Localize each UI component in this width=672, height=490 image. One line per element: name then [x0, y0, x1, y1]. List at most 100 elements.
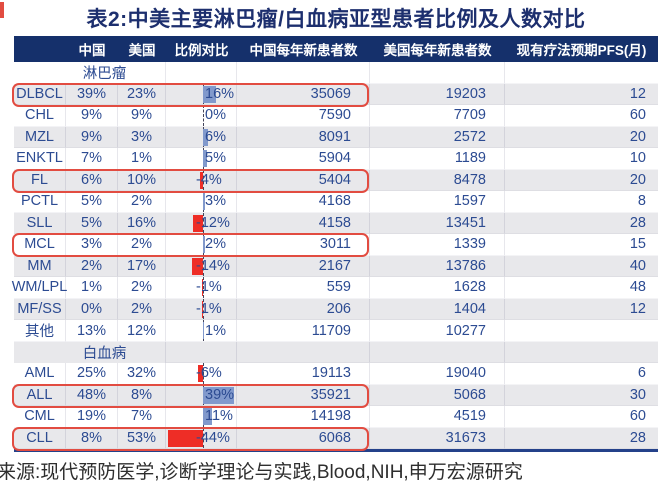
us-new-patients-cell: 13451 [370, 212, 505, 234]
table-row: CHL 9% 9% 0% 7590 7709 60 [14, 105, 658, 127]
ratio-diff-cell: 16% [166, 83, 237, 105]
ratio-diff-cell: 11% [166, 406, 237, 428]
china-new-patients-cell: 206 [237, 298, 370, 320]
subtype-cell: CML [14, 406, 66, 428]
china-pct-cell: 9% [66, 126, 118, 148]
subtype-cell: MM [14, 255, 66, 277]
subtype-cell: WM/LPL [12, 277, 67, 299]
section-spacer-cell [370, 341, 505, 363]
positive-diff-bar [203, 322, 204, 339]
ratio-diff-value: -12% [196, 214, 230, 231]
table-row: MZL 9% 3% 6% 8091 2572 20 [14, 126, 658, 148]
china-new-patients-cell: 559 [237, 277, 370, 299]
china-new-patients-cell: 35069 [237, 83, 370, 105]
us-new-patients-cell: 1628 [370, 277, 505, 299]
us-pct-cell: 2% [118, 234, 166, 256]
china-new-patients-cell: 5404 [237, 169, 370, 191]
subtype-cell: DLBCL [14, 83, 66, 105]
us-pct-cell: 2% [118, 191, 166, 213]
subtype-cell: MCL [14, 234, 66, 256]
us-new-patients-cell: 8478 [370, 169, 505, 191]
us-pct-cell: 3% [118, 126, 166, 148]
us-pct-cell: 1% [118, 148, 166, 170]
table-row: 其他 13% 12% 1% 11709 10277 [14, 320, 658, 342]
us-pct-cell: 2% [118, 277, 166, 299]
section-row: 白血病 [14, 341, 658, 363]
ratio-diff-cell: 1% [166, 320, 237, 342]
subtype-cell: PCTL [14, 191, 66, 213]
china-pct-cell: 25% [66, 363, 118, 385]
negative-diff-bar [198, 365, 203, 382]
ratio-diff-value: 5% [205, 150, 226, 167]
page-title: 表2:中美主要淋巴瘤/白血病亚型患者比例及人数对比 [86, 8, 586, 31]
china-new-patients-cell: 7590 [237, 105, 370, 127]
china-pct-cell: 2% [66, 255, 118, 277]
subtype-cell: ALL [14, 384, 66, 406]
header-china: 中国 [78, 43, 106, 58]
china-pct-cell: 7% [66, 148, 118, 170]
us-pct-cell: 10% [118, 169, 166, 191]
pfs-cell: 20 [505, 127, 658, 148]
subtype-cell: ENKTL [14, 148, 66, 170]
us-pct-cell: 12% [118, 320, 166, 342]
ratio-diff-cell: 0% [166, 105, 237, 127]
table-row: PCTL 5% 2% 3% 4168 1597 8 [14, 191, 658, 213]
china-new-patients-cell: 3011 [237, 234, 370, 256]
us-pct-cell: 17% [118, 255, 166, 277]
ratio-diff-cell: 3% [166, 191, 237, 213]
china-pct-cell: 5% [66, 212, 118, 234]
china-new-patients-cell: 5904 [237, 148, 370, 170]
negative-diff-bar [202, 300, 203, 318]
ratio-diff-value: -14% [196, 257, 230, 274]
table-row: CLL 8% 53% -44% 6068 31673 28 [14, 427, 658, 449]
ratio-diff-value: 3% [205, 193, 226, 210]
ratio-diff-cell: -1% [166, 298, 237, 320]
table-row: FL 6% 10% -4% 5404 8478 20 [14, 169, 658, 191]
negative-diff-bar [191, 257, 203, 275]
table-row: WM/LPL 1% 2% -1% 559 1628 48 [12, 277, 658, 299]
ratio-diff-cell: 39% [166, 384, 237, 406]
subtype-cell: CHL [14, 105, 66, 127]
section-spacer-cell [166, 341, 237, 363]
us-new-patients-cell: 19040 [370, 363, 505, 385]
subtype-cell: SLL [14, 212, 66, 234]
china-new-patients-cell: 2167 [237, 255, 370, 277]
negative-diff-bar [193, 214, 203, 232]
ratio-diff-value: 6% [205, 128, 226, 145]
positive-diff-bar [203, 408, 212, 425]
ratio-diff-value: 1% [205, 322, 226, 339]
china-pct-cell: 6% [66, 169, 118, 191]
section-label: 白血病 [14, 341, 166, 363]
us-new-patients-cell: 1339 [370, 234, 505, 256]
negative-diff-bar [202, 279, 203, 296]
ratio-diff-cell: -4% [166, 169, 237, 191]
table-body: 淋巴瘤 DLBCL 39% 23% 16% 35069 19203 12 CHL 9% 9% 0% 75… [12, 62, 658, 449]
pfs-cell: 12 [505, 84, 658, 105]
ratio-diff-value: 0% [205, 107, 226, 124]
ratio-diff-value: -44% [196, 429, 230, 446]
us-new-patients-cell: 19203 [370, 83, 505, 105]
section-row: 淋巴瘤 [14, 62, 658, 84]
ratio-diff-cell: -1% [166, 277, 237, 299]
positive-diff-bar [203, 193, 206, 210]
us-new-patients-cell: 2572 [370, 126, 505, 148]
table-row: DLBCL 39% 23% 16% 35069 19203 12 [14, 83, 658, 105]
table-row: MCL 3% 2% 2% 3011 1339 15 [14, 234, 658, 256]
us-new-patients-cell: 4519 [370, 406, 505, 428]
section-spacer-cell [505, 342, 658, 363]
table-row: SLL 5% 16% -12% 4158 13451 28 [14, 212, 658, 234]
china-pct-cell: 0% [66, 298, 118, 320]
china-new-patients-cell: 8091 [237, 126, 370, 148]
china-new-patients-cell: 6068 [237, 427, 370, 449]
china-pct-cell: 1% [66, 277, 118, 299]
section-spacer-cell [505, 62, 658, 84]
us-pct-cell: 32% [118, 363, 166, 385]
ratio-diff-value: -1% [196, 279, 222, 296]
section-spacer-cell [166, 62, 237, 84]
pfs-cell [505, 320, 658, 342]
china-new-patients-cell: 35921 [237, 384, 370, 406]
ratio-diff-cell: -6% [166, 363, 237, 385]
us-new-patients-cell: 1597 [370, 191, 505, 213]
pfs-cell: 28 [505, 213, 658, 234]
ratio-diff-cell: -14% [166, 255, 237, 277]
